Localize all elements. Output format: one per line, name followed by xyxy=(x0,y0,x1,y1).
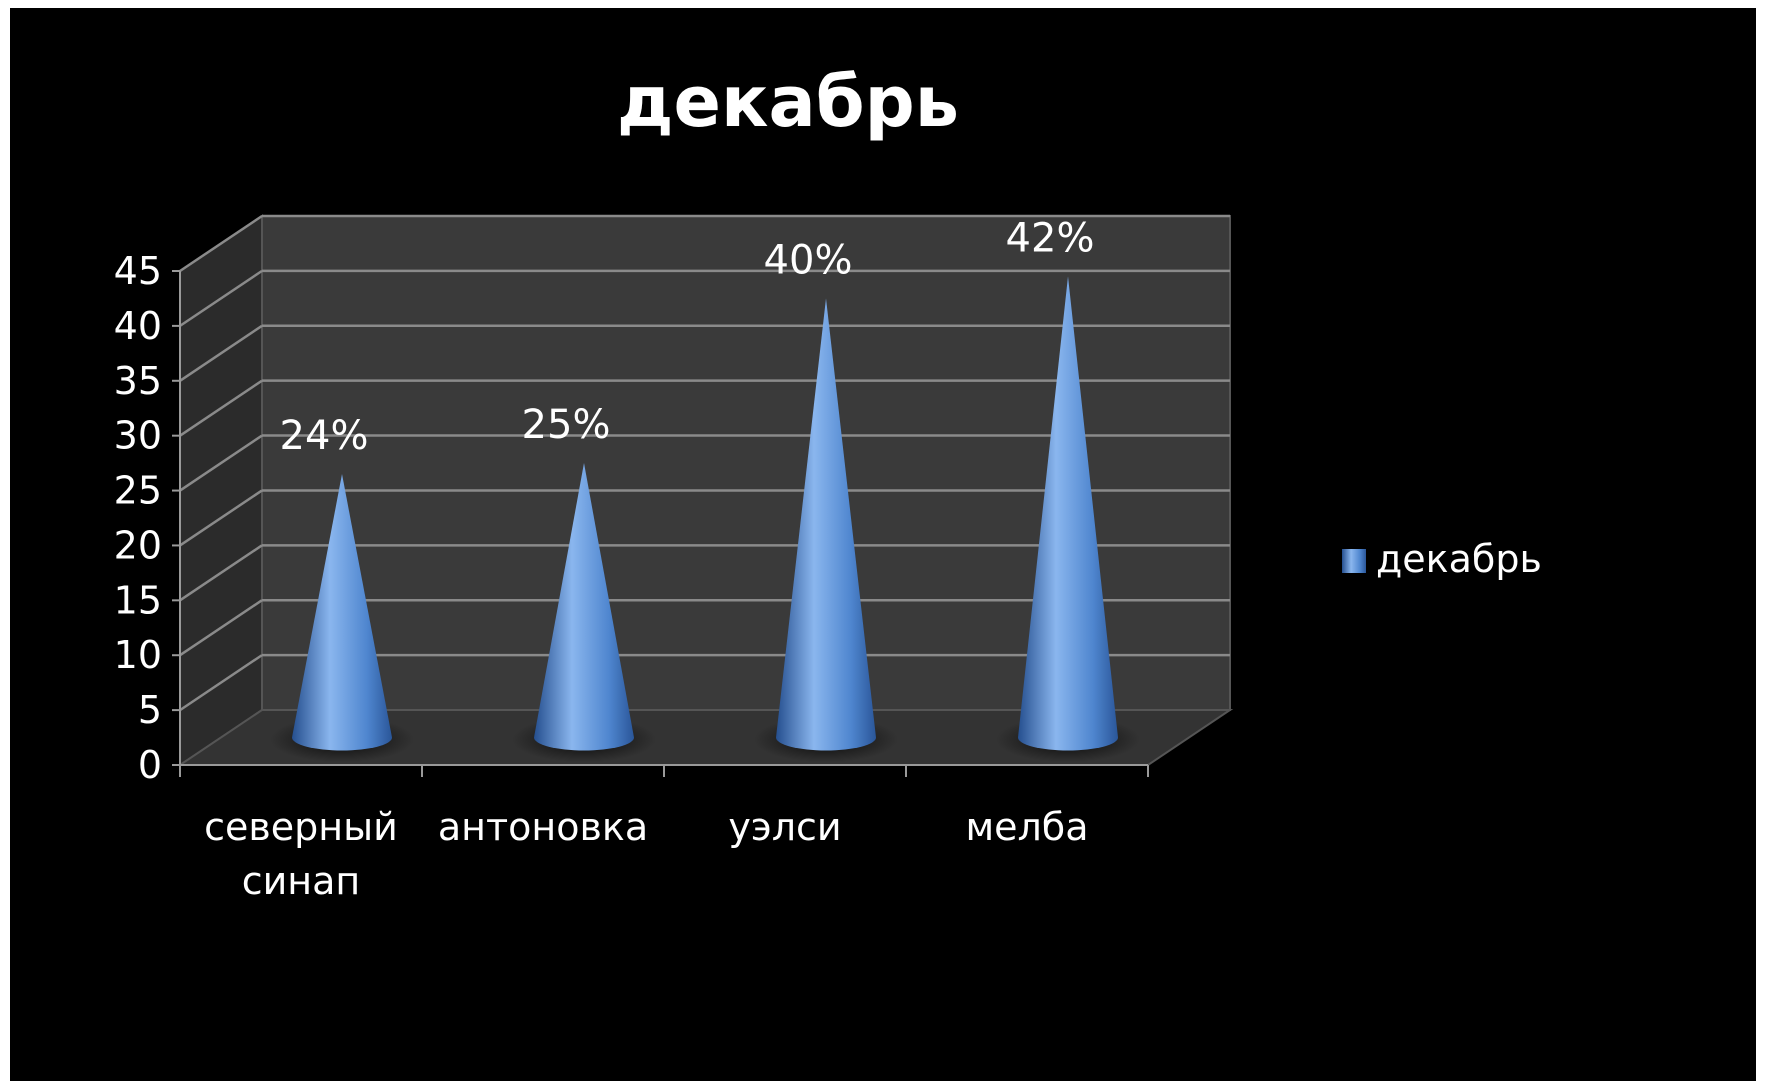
y-tick-label: 30 xyxy=(114,414,162,458)
chart-frame: декабрь 0 5 10 15 20 25 30 35 40 45 северный синап… xyxy=(10,8,1756,1081)
x-axis: северный синап антоновка уэлси мелба xyxy=(179,764,1149,903)
gridline-side xyxy=(179,434,263,492)
gridline-side xyxy=(179,489,263,547)
cone-bar xyxy=(776,298,876,751)
data-labels: 24% 25% 40% 42% xyxy=(280,215,1095,459)
y-axis: 0 5 10 15 20 25 30 35 40 45 xyxy=(114,249,181,787)
legend-label: декабрь xyxy=(1376,537,1542,581)
y-tick-label: 15 xyxy=(114,578,162,622)
gridline-side xyxy=(179,379,263,437)
data-label: 40% xyxy=(764,237,853,283)
legend: декабрь xyxy=(1342,537,1542,581)
y-tick-label: 25 xyxy=(114,469,162,513)
data-label: 42% xyxy=(1006,215,1095,261)
cone-chart: декабрь 0 5 10 15 20 25 30 35 40 45 северный синап… xyxy=(114,61,1542,903)
gridline-side xyxy=(179,269,263,327)
cone-bar xyxy=(292,474,392,751)
chart-title: декабрь xyxy=(617,61,959,143)
y-tick-label: 5 xyxy=(138,688,162,732)
gridline-side xyxy=(179,599,263,657)
data-label: 24% xyxy=(280,413,369,459)
x-category-label: антоновка xyxy=(438,805,648,849)
y-tick-label: 45 xyxy=(114,249,162,293)
y-tick-label: 20 xyxy=(114,523,162,567)
cone-bar xyxy=(1018,276,1118,751)
x-category-label: мелба xyxy=(965,805,1088,849)
x-category-label: северный синап xyxy=(204,805,398,903)
y-tick-label: 35 xyxy=(114,359,162,403)
gridline-side xyxy=(179,214,263,273)
y-tick-label: 40 xyxy=(114,304,162,348)
cone-bar xyxy=(534,463,634,751)
data-label: 25% xyxy=(522,402,611,448)
y-tick-label: 0 xyxy=(138,743,162,787)
legend-swatch xyxy=(1342,549,1366,573)
gridline-side xyxy=(179,654,263,712)
gridline-side xyxy=(179,544,263,602)
y-tick-label: 10 xyxy=(114,633,162,677)
gridline-side xyxy=(179,324,263,382)
x-category-label: уэлси xyxy=(728,805,841,849)
chart-cones xyxy=(270,276,1140,763)
